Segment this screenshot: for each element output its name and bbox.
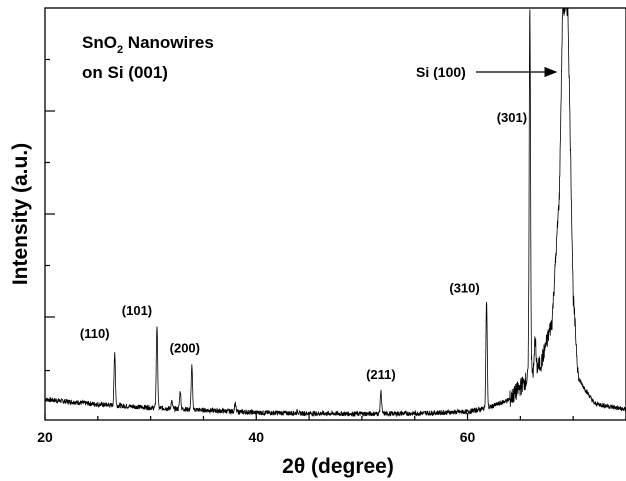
- peak-label: (310): [449, 281, 479, 296]
- peak-label: (301): [497, 110, 527, 125]
- x-tick-label: 40: [248, 429, 264, 445]
- sample-label-line1: SnO2 Nanowires: [82, 33, 214, 56]
- peak-label: (101): [122, 303, 152, 318]
- intensity-curve: [44, 7, 626, 418]
- peak-label: (211): [366, 367, 396, 382]
- si-annotation-label: Si (100): [416, 64, 466, 80]
- sample-label-line2: on Si (001): [82, 63, 168, 82]
- plot-frame: [44, 7, 626, 421]
- x-tick-label: 20: [37, 429, 53, 445]
- peak-label: (200): [170, 340, 200, 355]
- x-tick-label: 60: [460, 429, 476, 445]
- peak-label: (110): [80, 326, 110, 341]
- y-axis-label: Intensity (a.u.): [9, 143, 32, 285]
- x-axis-label: 2θ (degree): [282, 455, 394, 478]
